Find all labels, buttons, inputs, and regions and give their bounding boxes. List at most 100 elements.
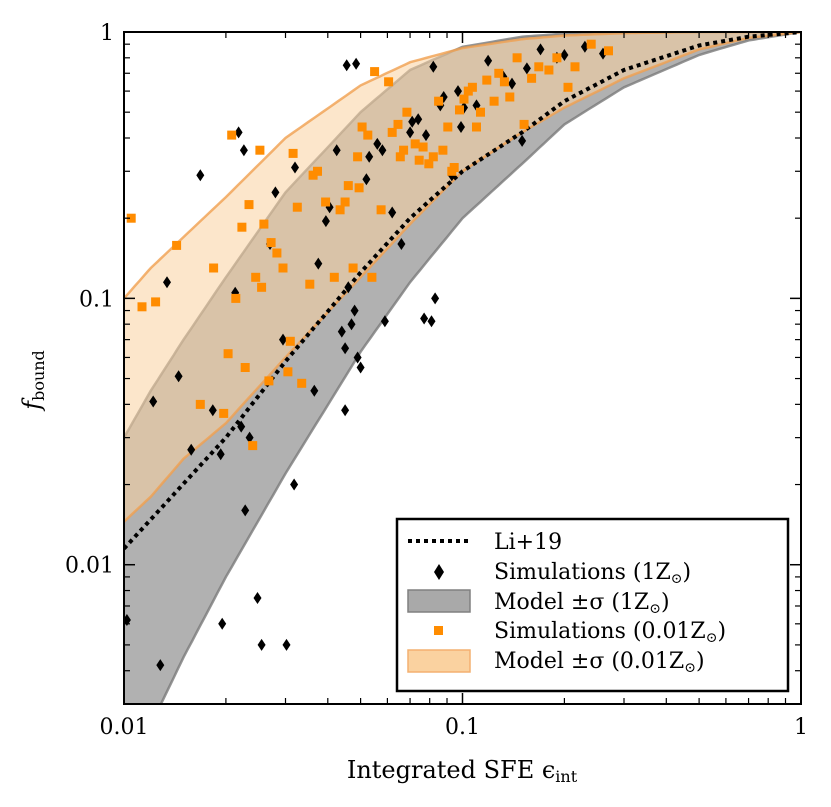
sim-1z-point	[149, 395, 158, 408]
sim-001z-point	[297, 378, 307, 388]
sim-001z-point	[512, 53, 522, 63]
sim-001z-point	[443, 122, 453, 132]
y-tick-label: 1	[100, 21, 114, 46]
sim-1z-point	[344, 281, 353, 294]
sim-001z-point	[393, 119, 403, 129]
sim-1z-point	[522, 62, 531, 75]
sim-001z-point	[223, 349, 233, 359]
legend-key-sim-001z	[434, 626, 443, 635]
sim-001z-point	[126, 213, 136, 223]
x-axis-label: Integrated SFE ϵint	[347, 756, 578, 786]
sim-001z-point	[237, 222, 247, 232]
y-axis-label: fbound	[18, 350, 48, 412]
sim-1z-point	[282, 638, 291, 651]
sim-1z-point	[253, 592, 262, 604]
sim-1z-point	[310, 384, 319, 397]
sim-001z-point	[340, 197, 350, 207]
sim-001z-point	[259, 219, 269, 229]
sim-001z-point	[476, 107, 485, 117]
sim-1z-point	[196, 169, 205, 182]
reference-lines	[124, 32, 801, 550]
sim-001z-point	[410, 139, 420, 149]
legend-label-sim-001z: Simulations (0.01Z⊙)	[494, 619, 726, 646]
sim-1z-point	[163, 276, 171, 289]
sun-symbol: ⊙	[649, 601, 661, 617]
sim-001z-point	[357, 122, 367, 132]
sim-001z-point	[434, 96, 444, 106]
sim-1z-point	[429, 60, 438, 73]
sim-001z-point	[244, 200, 254, 210]
sim-1z-point	[414, 113, 423, 126]
sim-001z-point	[586, 39, 596, 49]
sim-001z-point	[449, 163, 459, 172]
sim-1z-point	[271, 186, 280, 199]
sim-1z-point	[347, 318, 356, 331]
sim-1z-point	[484, 54, 493, 67]
sim-001z-point	[499, 77, 509, 87]
sim-001z-point	[399, 145, 409, 155]
sim-001z-point	[544, 65, 554, 75]
sim-001z-point	[231, 293, 241, 303]
sim-001z-point	[376, 205, 386, 215]
sim-1z-point	[156, 659, 165, 672]
sim-1z-point	[314, 257, 323, 270]
sun-symbol: ⊙	[671, 571, 683, 587]
sim-001z-point	[195, 399, 205, 409]
band-lower-edge-2	[159, 32, 801, 704]
sim-1z-point	[337, 325, 346, 338]
sim-001z-point	[278, 263, 288, 273]
sim-1z-point	[241, 504, 250, 517]
simulation-markers	[124, 39, 613, 672]
sim-1z-point	[291, 161, 299, 174]
x-tick-label: 0.1	[445, 715, 480, 740]
sim-1z-point	[257, 638, 266, 651]
sim-001z-point	[354, 183, 364, 193]
sim-001z-point	[387, 127, 397, 137]
sim-001z-point	[264, 376, 274, 386]
sim-001z-point	[519, 119, 529, 129]
sim-001z-point	[384, 77, 394, 87]
sim-001z-point	[414, 155, 424, 165]
sim-001z-point	[402, 107, 412, 117]
sim-1z-point	[342, 59, 351, 72]
sim-001z-point	[459, 94, 469, 104]
legend-key-model-001z	[407, 649, 471, 673]
sim-001z-point	[248, 441, 258, 451]
legend-label-model-001z: Model ±σ (0.01Z⊙)	[494, 649, 705, 676]
y-tick-label: 0.01	[65, 554, 114, 579]
sim-1z-point	[365, 150, 374, 163]
sim-1z-point	[321, 215, 330, 228]
legend-label-li19: Li+19	[494, 530, 562, 555]
sim-1z-point	[350, 304, 359, 317]
sim-001z-point	[305, 279, 315, 289]
legend: Li+19 Simulations (1Z⊙) Model ±σ (1Z⊙) S…	[395, 517, 790, 693]
sim-001z-point	[251, 272, 261, 282]
sim-1z-point	[373, 137, 382, 150]
sim-1z-point	[290, 478, 299, 491]
sim-001z-point	[335, 205, 345, 215]
sim-1z-point	[124, 614, 131, 626]
sim-001z-point	[272, 248, 282, 258]
sim-001z-point	[266, 238, 276, 248]
sim-001z-point	[472, 122, 481, 132]
sim-1z-point	[341, 404, 350, 417]
legend-label-sim-1z: Simulations (1Z⊙)	[494, 560, 691, 587]
sim-1z-point	[454, 85, 462, 98]
sim-001z-point	[482, 75, 492, 85]
sim-1z-point	[378, 144, 387, 157]
sim-1z-point	[187, 443, 196, 456]
sim-1z-point	[397, 238, 406, 250]
sim-001z-point	[292, 202, 302, 212]
sim-001z-point	[321, 197, 331, 207]
sim-1z-point	[218, 617, 227, 630]
sim-001z-point	[240, 363, 250, 372]
sim-001z-point	[424, 159, 434, 169]
sim-001z-point	[428, 152, 438, 162]
sim-001z-point	[257, 282, 267, 292]
sim-001z-point	[367, 272, 377, 282]
sim-001z-point	[370, 67, 380, 77]
sim-1z-point	[237, 420, 246, 433]
sim-1z-point	[208, 404, 217, 417]
sim-1z-point	[174, 370, 183, 383]
sim-001z-point	[534, 62, 544, 72]
